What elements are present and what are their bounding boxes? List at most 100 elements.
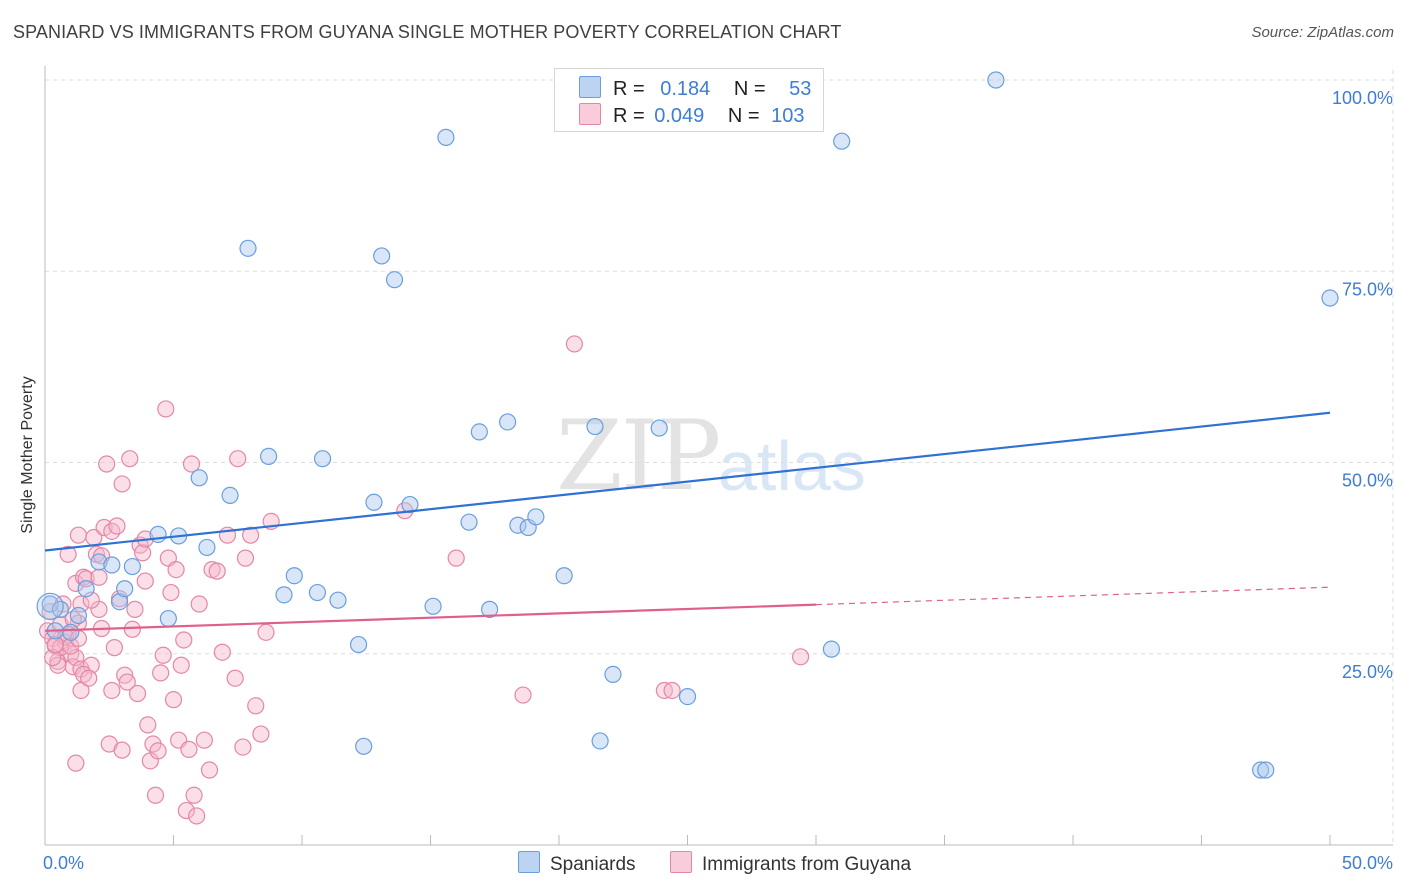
guyana-point [113,741,131,759]
spaniards-point [437,128,455,146]
tick-labels: 25.0% 50.0% 75.0% 100.0% 0.0% 50.0% [43,88,1393,873]
axes [44,66,1393,846]
guyana-point [190,595,208,613]
spaniards-swatch [579,76,601,98]
spaniards-point [62,623,80,641]
guyana-point [180,740,198,758]
source-note: Source: ZipAtlas.com [1251,24,1394,41]
r-label: R = [613,78,645,100]
guyana-point [108,517,126,535]
spaniards-point [77,580,95,598]
guyana-point [257,623,275,641]
spaniards-point [355,737,373,755]
r-value-guyana: 0.049 [654,105,705,127]
trend-line-guyana [44,603,817,632]
guyana-point [134,544,152,562]
guyana-point [123,620,141,638]
guyana-point [162,583,180,602]
legend-item-spaniards[interactable]: Spaniards [518,851,636,876]
guyana-point [136,572,154,590]
guyana-point [213,643,231,661]
guyana-point [118,673,136,691]
n-label: N = [733,78,766,100]
y-tick-label: 25.0% [1342,662,1393,682]
spaniards-point [123,557,141,576]
spaniards-point [499,413,517,431]
guyana-point [67,754,85,772]
spaniards-point [1257,761,1275,779]
n-value-guyana: 103 [771,105,805,127]
guyana-point [447,549,465,567]
x-tick-label: 0.0% [43,853,84,873]
guyana-point [185,786,203,804]
spaniards-point [116,580,134,598]
legend-label-guyana: Immigrants from Guyana [702,854,912,875]
spaniards-point [36,592,64,620]
guyana-point [229,450,247,468]
y-tick-label: 50.0% [1342,471,1393,491]
legend-label-spaniards: Spaniards [550,854,636,875]
r-label: R = [613,105,645,127]
spaniards-point [385,271,404,289]
grid-lines [45,70,1395,845]
guyana-point [77,570,95,588]
n-label: N = [727,105,760,127]
guyana-point [188,807,206,825]
spaniards-point [604,665,622,684]
spaniards-point [308,583,327,602]
guyana-point [175,631,193,649]
guyana-point [59,545,77,563]
guyana-point [121,450,139,468]
spaniards-point [555,567,573,585]
guyana-point [195,731,213,749]
spaniards-point [591,732,609,750]
guyana-point [69,526,88,544]
guyana-point [236,549,255,567]
guyana-point [98,455,116,473]
guyana-point [208,562,226,580]
correlation-legend: R = 0.184 N = 53 R = 0.049 N = 103 [554,68,824,132]
spaniards-point [313,450,332,468]
guyana-point [200,761,219,779]
trend-line-spaniards [44,411,1331,552]
spaniards-point [987,71,1005,89]
spaniards-point [833,132,851,150]
guyana-point [80,669,98,687]
guyana-point [247,697,265,715]
guyana-point [113,475,131,493]
spaniards-swatch [518,851,540,873]
spaniards-point [470,423,488,441]
guyana-point [565,335,584,353]
guyana-point [46,635,64,654]
guyana-point [226,669,244,687]
spaniards-point [678,687,697,706]
spaniards-point [1321,289,1339,307]
series-guyana-points [38,335,810,825]
trend-line-guyana-extension [815,586,1331,606]
spaniards-point [103,556,121,574]
spaniards-point [259,447,278,465]
guyana-point [177,801,195,820]
spaniards-point [424,597,442,615]
guyana-point [663,681,681,700]
spaniards-point [159,609,177,628]
guyana-point [514,686,532,704]
legend-item-guyana[interactable]: Immigrants from Guyana [670,851,911,876]
spaniards-point [460,513,478,531]
guyana-point [128,684,147,703]
spaniards-point [822,640,841,658]
guyana-point [157,400,175,418]
legend-row-guyana: R = 0.049 N = 103 [579,103,805,127]
guyana-point [172,656,190,674]
spaniards-point [41,595,59,613]
guyana-point [167,560,185,579]
spaniards-point [401,495,419,514]
spaniards-point [239,239,257,257]
spaniards-point [51,600,70,618]
guyana-point [791,648,810,666]
legend-row-spaniards: R = 0.184 N = 53 [579,76,811,100]
guyana-swatch [579,103,601,125]
spaniards-point [527,508,545,526]
guyana-point [103,681,121,700]
